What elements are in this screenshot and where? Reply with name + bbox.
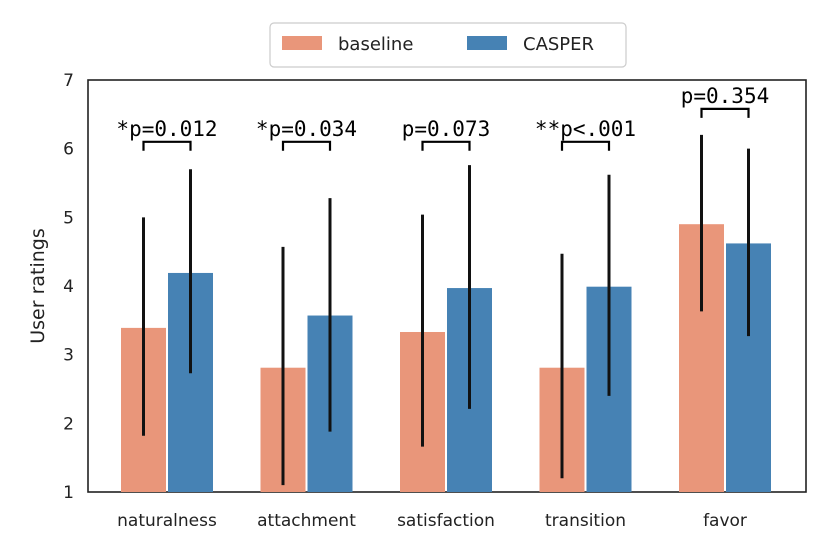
x-axis: naturalness attachment satisfaction transit… xyxy=(117,511,747,531)
y-axis: 1 2 3 4 5 6 7 xyxy=(63,71,74,503)
legend-box xyxy=(269,22,627,68)
y-tick-label: 3 xyxy=(63,346,74,366)
x-tick-label-favor: favor xyxy=(703,511,747,531)
y-tick-label: 6 xyxy=(63,140,74,160)
p-value-label-satisfaction: p=0.073 xyxy=(402,117,491,141)
y-tick-label: 4 xyxy=(63,277,74,297)
y-tick-label: 7 xyxy=(63,71,74,91)
significance-annotations: *p=0.012 *p=0.034 p=0.073 **p<.001 p=0.354 xyxy=(116,84,769,151)
y-tick-label: 2 xyxy=(63,414,74,434)
significance-bracket-attachment xyxy=(281,140,332,151)
legend-swatch-casper xyxy=(467,36,507,50)
x-tick-label-naturalness: naturalness xyxy=(117,511,217,531)
significance-bracket-transition xyxy=(560,140,611,151)
p-value-label-favor: p=0.354 xyxy=(681,84,770,108)
x-tick-label-transition: transition xyxy=(545,511,626,531)
significance-bracket-favor xyxy=(700,107,750,118)
legend: baseline CASPER xyxy=(269,22,627,68)
p-value-label-attachment: *p=0.034 xyxy=(256,117,357,141)
y-tick-label: 5 xyxy=(63,208,74,228)
legend-swatch-baseline xyxy=(282,36,322,50)
error-bars xyxy=(142,134,750,486)
x-tick-label-satisfaction: satisfaction xyxy=(397,511,495,531)
p-value-label-naturalness: *p=0.012 xyxy=(116,117,217,141)
significance-bracket-naturalness xyxy=(142,140,192,151)
y-axis-label: User ratings xyxy=(27,228,49,344)
legend-label-casper: CASPER xyxy=(523,34,594,55)
y-tick-label: 1 xyxy=(63,483,74,503)
x-tick-label-attachment: attachment xyxy=(257,511,356,531)
p-value-label-transition: **p<.001 xyxy=(535,117,636,141)
significance-bracket-satisfaction xyxy=(421,140,471,151)
legend-label-baseline: baseline xyxy=(338,34,413,55)
